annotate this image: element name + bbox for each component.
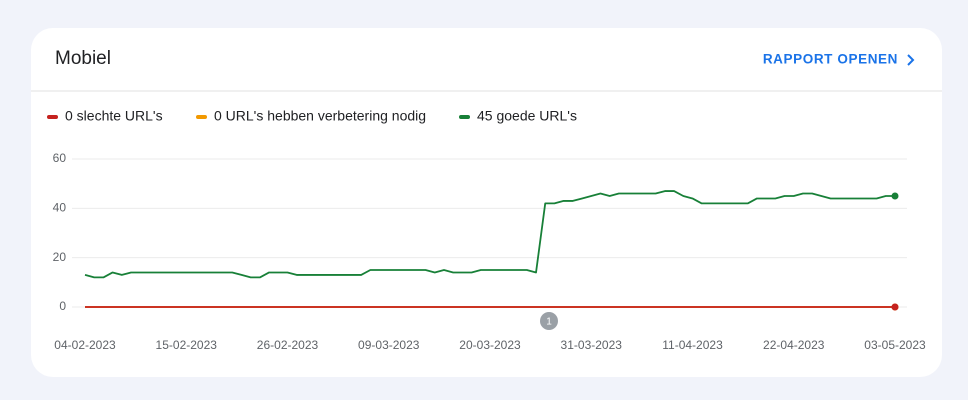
x-tick-label: 31-03-2023 bbox=[561, 338, 623, 352]
open-report-link[interactable]: RAPPORT OPENEN bbox=[763, 52, 898, 67]
card-title: Mobiel bbox=[55, 48, 111, 69]
x-tick-label: 04-02-2023 bbox=[54, 338, 116, 352]
legend-item[interactable]: 0 URL's hebben verbetering nodig bbox=[196, 108, 426, 124]
y-tick-label: 20 bbox=[53, 250, 67, 264]
annotation-badge[interactable] bbox=[540, 312, 558, 330]
x-tick-label: 15-02-2023 bbox=[156, 338, 218, 352]
y-tick-label: 40 bbox=[53, 201, 67, 215]
x-tick-label: 22-04-2023 bbox=[763, 338, 825, 352]
x-tick-label: 26-02-2023 bbox=[257, 338, 319, 352]
annotation-label[interactable]: 1 bbox=[546, 317, 552, 328]
x-tick-label: 20-03-2023 bbox=[459, 338, 521, 352]
end-point bbox=[891, 303, 899, 311]
legend-label[interactable]: 45 goede URL's bbox=[477, 108, 577, 124]
legend-item[interactable]: 45 goede URL's bbox=[459, 108, 577, 124]
card bbox=[31, 28, 942, 377]
y-tick-label: 0 bbox=[59, 299, 66, 313]
chevron-icon[interactable] bbox=[907, 54, 915, 66]
x-tick-label: 09-03-2023 bbox=[358, 338, 420, 352]
y-tick-label: 60 bbox=[53, 151, 67, 165]
legend-label[interactable]: 0 slechte URL's bbox=[65, 108, 163, 124]
series-line bbox=[84, 190, 895, 279]
end-point bbox=[891, 192, 899, 200]
legend-item[interactable]: 0 slechte URL's bbox=[47, 108, 163, 124]
x-tick-label: 03-05-2023 bbox=[864, 338, 926, 352]
annotation[interactable]: 1 bbox=[540, 312, 558, 330]
legend-label[interactable]: 0 URL's hebben verbetering nodig bbox=[214, 108, 426, 124]
x-tick-label: 11-04-2023 bbox=[662, 338, 723, 352]
